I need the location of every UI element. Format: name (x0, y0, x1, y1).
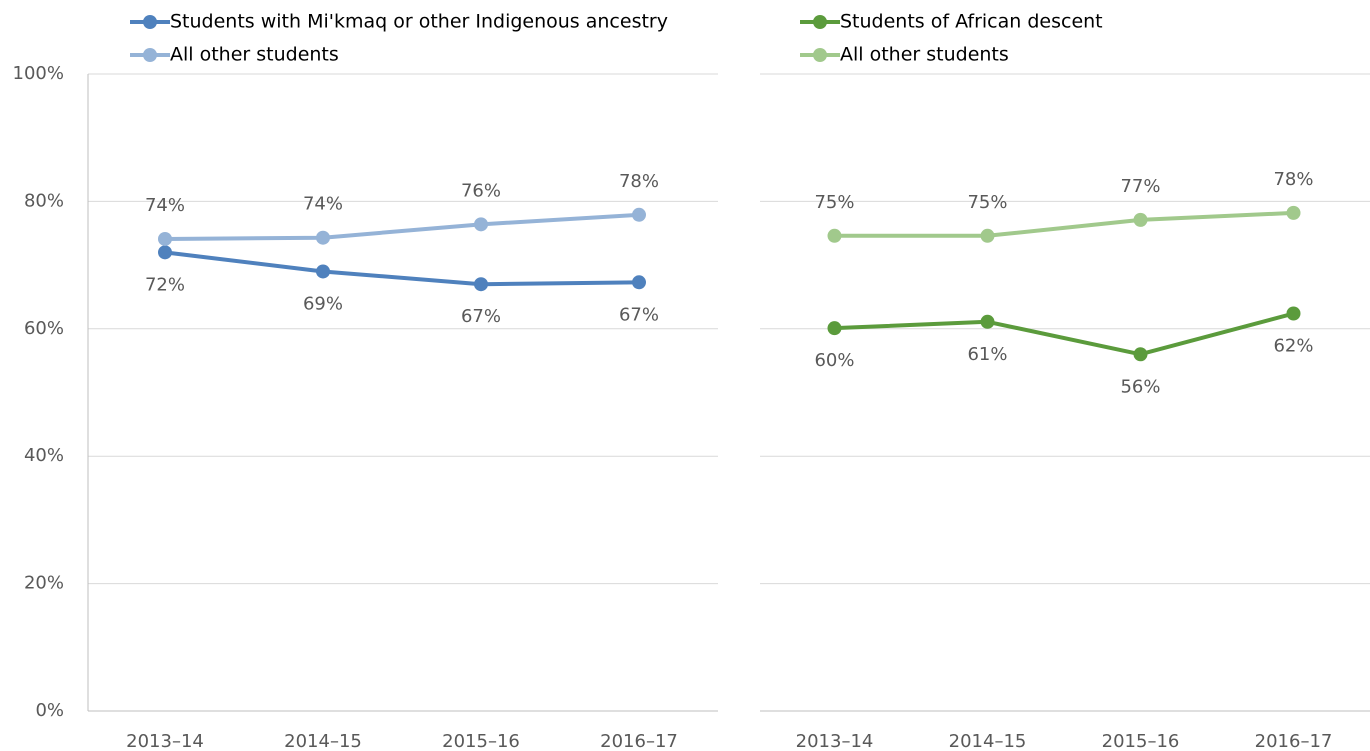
legend-label: Students of African descent (840, 11, 1103, 33)
data-point (980, 228, 995, 243)
data-point (474, 277, 488, 292)
data-point (1286, 205, 1301, 220)
y-tick-label: 20% (24, 573, 64, 594)
x-tick-label: 2014–15 (284, 731, 362, 751)
x-tick-label: 2015–16 (442, 731, 520, 751)
x-tick-label: 2013–14 (796, 731, 874, 751)
data-point (474, 217, 488, 232)
data-point (1133, 347, 1148, 362)
legend-marker (143, 48, 157, 62)
x-tick-label: 2013–14 (126, 731, 204, 751)
x-tick-label: 2016–17 (600, 731, 678, 751)
data-label: 74% (145, 195, 185, 216)
data-label: 77% (1120, 176, 1160, 197)
data-point (1286, 306, 1301, 321)
legend-label: Students with Mi'kmaq or other Indigenou… (170, 11, 668, 33)
data-point (158, 245, 172, 260)
data-label: 75% (814, 192, 854, 213)
data-label: 67% (461, 306, 501, 327)
legend-marker (143, 15, 157, 29)
data-point (316, 264, 330, 279)
legend-label: All other students (840, 44, 1009, 66)
series-line (834, 311, 1295, 357)
data-point (632, 207, 646, 222)
data-label: 78% (1273, 169, 1313, 190)
data-label: 72% (145, 274, 185, 295)
x-tick-label: 2015–16 (1102, 731, 1180, 751)
y-tick-label: 80% (24, 190, 64, 211)
y-tick-label: 100% (13, 63, 64, 84)
legend-label: All other students (170, 44, 339, 66)
data-point (827, 228, 842, 243)
data-label: 56% (1120, 376, 1160, 397)
data-label: 75% (967, 192, 1007, 213)
data-point (316, 230, 330, 245)
y-tick-label: 40% (24, 445, 64, 466)
x-tick-label: 2014–15 (949, 731, 1027, 751)
legend-marker (813, 15, 827, 29)
legend-marker (813, 48, 827, 62)
data-label: 76% (461, 180, 501, 201)
y-tick-label: 60% (24, 318, 64, 339)
x-tick-label: 2016–17 (1255, 731, 1333, 751)
data-point (1133, 212, 1148, 227)
series-line (834, 210, 1294, 238)
data-point (632, 275, 646, 290)
series-line (164, 250, 640, 287)
data-point (980, 314, 995, 329)
data-label: 69% (303, 293, 343, 314)
data-label: 78% (619, 171, 659, 192)
data-label: 60% (814, 350, 854, 371)
data-label: 61% (967, 344, 1007, 365)
data-point (827, 321, 842, 336)
data-label: 67% (619, 304, 659, 325)
data-label: 62% (1273, 336, 1313, 357)
y-tick-label: 0% (35, 700, 64, 721)
series-line (164, 212, 640, 241)
data-label: 74% (303, 194, 343, 215)
data-point (158, 231, 172, 246)
